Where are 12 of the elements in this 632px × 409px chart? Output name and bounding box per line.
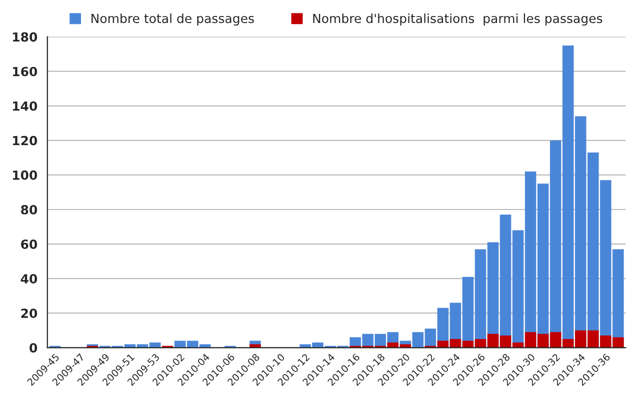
legend-label: Nombre total de passages [92, 13, 254, 26]
y-tick-label: 60 [21, 240, 38, 249]
y-tick-label: 80 [21, 204, 38, 214]
y-tick-label: 0 [30, 343, 38, 353]
y-tick-label: 160 [12, 66, 38, 76]
y-tick-label: 40 [20, 274, 38, 284]
y-tick-label: 120 [12, 136, 38, 146]
legend-label: Nombre d'hospitalisations parmi les passages [313, 13, 602, 26]
y-tick-label: 100 [12, 170, 38, 180]
y-tick-label: 140 [12, 101, 38, 111]
y-tick-label: 20 [21, 308, 38, 318]
y-tick-label: 180 [12, 32, 38, 42]
